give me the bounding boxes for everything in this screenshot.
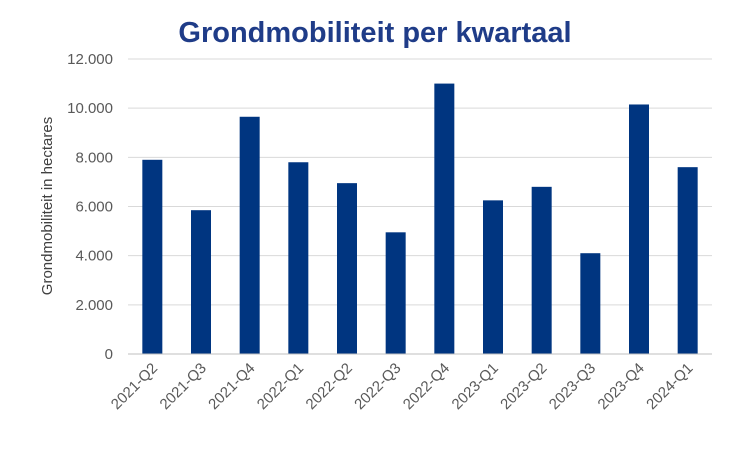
x-tick-label: 2023-Q4 xyxy=(595,360,648,413)
bar-2021-Q4 xyxy=(239,116,260,354)
x-axis-ticks: 2021-Q22021-Q32021-Q42022-Q12022-Q22022-… xyxy=(108,360,697,413)
y-tick-label: 2.000 xyxy=(75,297,113,314)
y-tick-label: 6.000 xyxy=(75,199,113,216)
bar-2021-Q3 xyxy=(191,210,211,354)
y-tick-label: 10.000 xyxy=(67,100,113,117)
bar-2024-Q1 xyxy=(677,167,698,354)
x-tick-label: 2021-Q3 xyxy=(157,360,210,413)
x-tick-label: 2023-Q3 xyxy=(546,360,599,413)
bar-2022-Q4 xyxy=(434,83,455,354)
bar-2022-Q1 xyxy=(288,162,309,354)
bar-2023-Q3 xyxy=(580,253,601,354)
y-tick-label: 12.000 xyxy=(67,51,113,68)
bar-2023-Q1 xyxy=(483,200,503,354)
chart-title: Grondmobiliteit per kwartaal xyxy=(178,17,571,49)
bar-2022-Q3 xyxy=(385,232,406,354)
y-tick-label: 4.000 xyxy=(75,248,113,265)
x-tick-label: 2022-Q4 xyxy=(400,360,453,413)
y-tick-label: 0 xyxy=(105,346,113,363)
y-axis-label: Grondmobiliteit in hectares xyxy=(39,117,56,295)
bars xyxy=(142,83,698,355)
x-tick-label: 2023-Q1 xyxy=(449,360,502,413)
bar-2023-Q4 xyxy=(629,104,649,355)
gridlines xyxy=(128,58,712,306)
bar-2021-Q2 xyxy=(142,159,163,354)
bar-2023-Q2 xyxy=(531,186,552,354)
x-tick-label: 2023-Q2 xyxy=(497,360,550,413)
y-tick-label: 8.000 xyxy=(75,149,113,166)
x-tick-label: 2024-Q1 xyxy=(643,360,696,413)
x-tick-label: 2021-Q4 xyxy=(205,360,258,413)
x-tick-label: 2022-Q3 xyxy=(351,360,404,413)
bar-2022-Q2 xyxy=(337,183,357,354)
x-tick-label: 2022-Q2 xyxy=(303,360,356,413)
y-axis-ticks: 0 2.000 4.000 6.000 8.000 10.000 12.000 xyxy=(67,51,113,363)
x-tick-label: 2022-Q1 xyxy=(254,360,307,413)
x-tick-label: 2021-Q2 xyxy=(108,360,161,413)
